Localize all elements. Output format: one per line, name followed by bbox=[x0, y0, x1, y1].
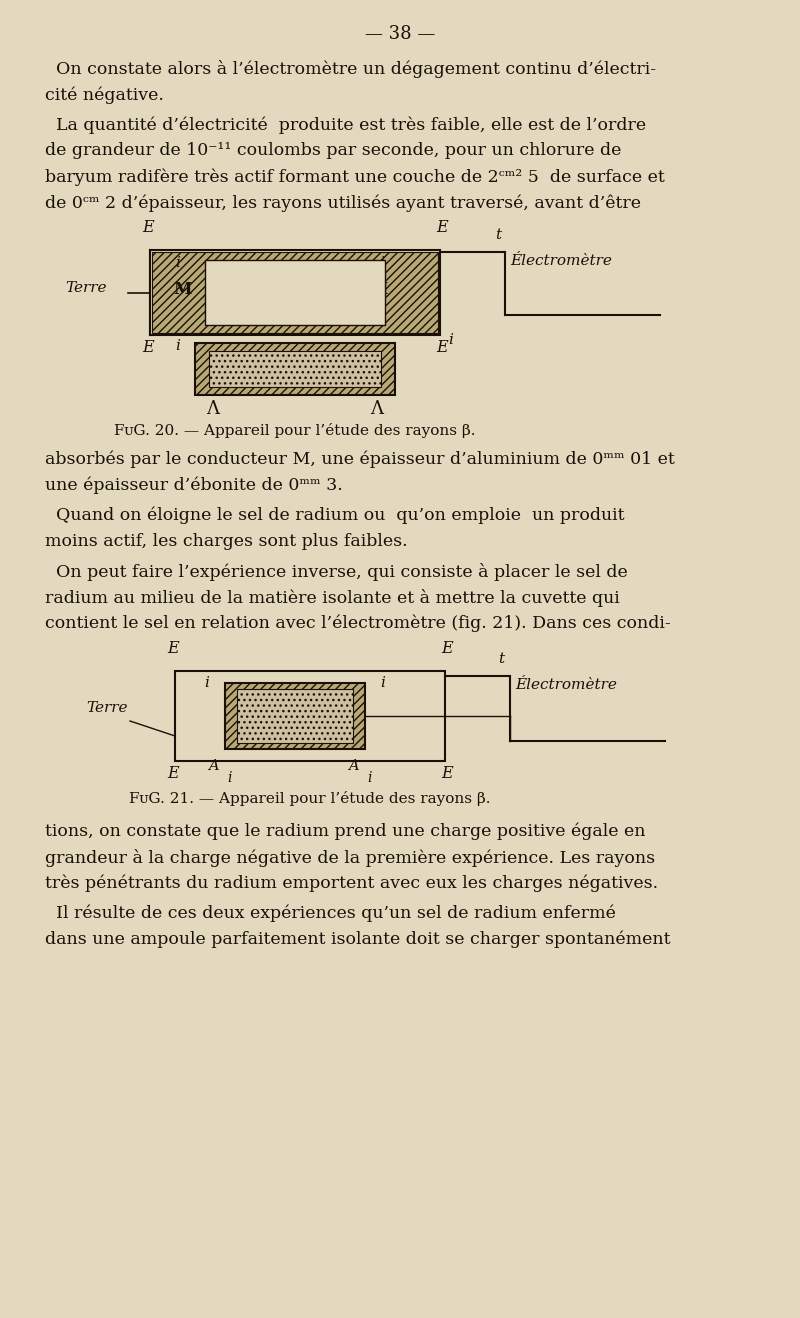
Text: Il résulte de ces deux expériences qu’un sel de radium enfermé: Il résulte de ces deux expériences qu’un… bbox=[45, 905, 616, 923]
Text: — 38 —: — 38 — bbox=[365, 25, 435, 43]
Text: A: A bbox=[208, 759, 219, 772]
Text: i: i bbox=[227, 771, 231, 786]
Text: E: E bbox=[436, 339, 448, 356]
Text: une épaisseur d’ébonite de 0ᵐᵐ 3.: une épaisseur d’ébonite de 0ᵐᵐ 3. bbox=[45, 477, 342, 494]
Text: moins actif, les charges sont plus faibles.: moins actif, les charges sont plus faibl… bbox=[45, 532, 408, 550]
Text: Λ: Λ bbox=[370, 399, 383, 418]
Polygon shape bbox=[152, 252, 438, 333]
Text: baryum radifère très actif formant une couche de 2ᶜᵐ² 5  de surface et: baryum radifère très actif formant une c… bbox=[45, 167, 665, 186]
Text: E: E bbox=[167, 641, 179, 656]
Text: grandeur à la charge négative de la première expérience. Les rayons: grandeur à la charge négative de la prem… bbox=[45, 849, 655, 867]
Text: FᴜG. 20. — Appareil pour l’étude des rayons β.: FᴜG. 20. — Appareil pour l’étude des ray… bbox=[114, 423, 476, 438]
Text: Quand on éloigne le sel de radium ou  qu’on emploie  un produit: Quand on éloigne le sel de radium ou qu’… bbox=[45, 507, 625, 525]
Text: i: i bbox=[175, 339, 181, 353]
Text: E: E bbox=[436, 219, 448, 236]
Text: i: i bbox=[381, 676, 386, 691]
Polygon shape bbox=[209, 351, 381, 387]
Text: R: R bbox=[350, 706, 362, 721]
Polygon shape bbox=[225, 683, 365, 749]
Text: dans une ampoule parfaitement isolante doit se charger spontanément: dans une ampoule parfaitement isolante d… bbox=[45, 931, 670, 949]
Text: i: i bbox=[175, 256, 181, 270]
Text: E: E bbox=[142, 339, 154, 356]
Text: Λ: Λ bbox=[206, 399, 219, 418]
Text: très pénétrants du radium emportent avec eux les charges négatives.: très pénétrants du radium emportent avec… bbox=[45, 875, 658, 892]
Text: de grandeur de 10⁻¹¹ coulombs par seconde, pour un chlorure de: de grandeur de 10⁻¹¹ coulombs par second… bbox=[45, 142, 622, 159]
Text: La quantité d’électricité  produite est très faible, elle est de l’ordre: La quantité d’électricité produite est t… bbox=[45, 116, 646, 133]
Text: i: i bbox=[367, 771, 371, 786]
Polygon shape bbox=[195, 343, 395, 395]
Text: tions, on constate que le radium prend une charge positive égale en: tions, on constate que le radium prend u… bbox=[45, 822, 646, 841]
Text: de 0ᶜᵐ 2 d’épaisseur, les rayons utilisés ayant traversé, avant d’être: de 0ᶜᵐ 2 d’épaisseur, les rayons utilisé… bbox=[45, 194, 641, 211]
Text: i: i bbox=[205, 676, 210, 691]
Text: A: A bbox=[348, 759, 359, 772]
Polygon shape bbox=[237, 689, 353, 743]
Text: E: E bbox=[167, 764, 179, 782]
Text: On peut faire l’expérience inverse, qui consiste à placer le sel de: On peut faire l’expérience inverse, qui … bbox=[45, 563, 628, 581]
Text: Terre: Terre bbox=[66, 281, 107, 294]
Text: i: i bbox=[448, 333, 453, 347]
Text: absorbés par le conducteur M, une épaisseur d’aluminium de 0ᵐᵐ 01 et: absorbés par le conducteur M, une épaiss… bbox=[45, 451, 674, 468]
Text: E: E bbox=[441, 764, 453, 782]
Text: R: R bbox=[228, 706, 240, 721]
Text: Électromètre: Électromètre bbox=[515, 677, 617, 692]
Text: t: t bbox=[498, 652, 504, 666]
Text: t: t bbox=[495, 228, 501, 243]
Text: E: E bbox=[441, 641, 453, 656]
Text: i: i bbox=[379, 256, 385, 270]
Text: E: E bbox=[142, 219, 154, 236]
Text: FᴜG. 21. — Appareil pour l’étude des rayons β.: FᴜG. 21. — Appareil pour l’étude des ray… bbox=[130, 791, 490, 807]
Text: Électromètre: Électromètre bbox=[510, 254, 612, 268]
Text: Terre: Terre bbox=[86, 701, 128, 714]
Text: contient le sel en relation avec l’électromètre (fig. 21). Dans ces condi-: contient le sel en relation avec l’élect… bbox=[45, 616, 670, 633]
Polygon shape bbox=[205, 260, 385, 326]
Text: radium au milieu de la matière isolante et à mettre la cuvette qui: radium au milieu de la matière isolante … bbox=[45, 589, 620, 608]
Text: M: M bbox=[173, 281, 191, 298]
Text: M: M bbox=[369, 281, 387, 298]
Text: cité négative.: cité négative. bbox=[45, 86, 164, 104]
Text: On constate alors à l’électromètre un dégagement continu d’électri-: On constate alors à l’électromètre un dé… bbox=[45, 61, 656, 78]
